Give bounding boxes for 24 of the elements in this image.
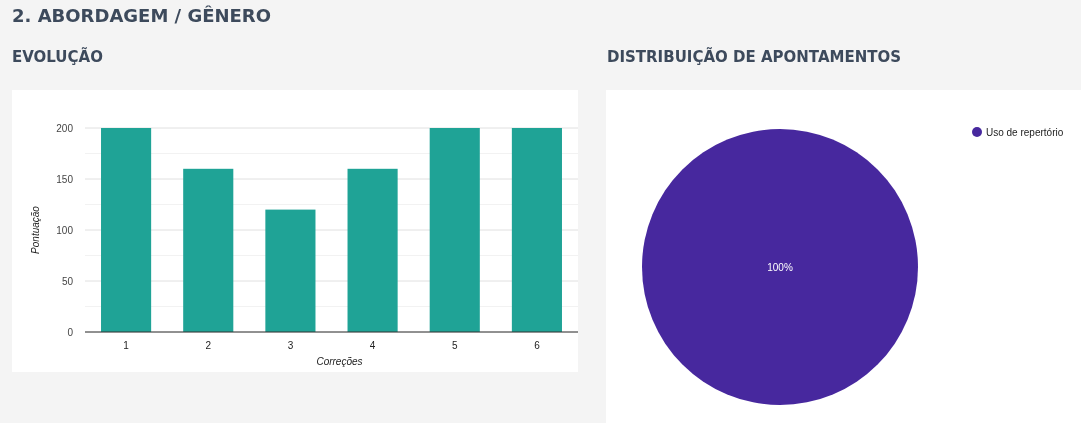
y-tick-label: 200 bbox=[56, 123, 74, 134]
bar bbox=[101, 128, 152, 332]
legend-label: Uso de repertório bbox=[986, 127, 1064, 138]
bar bbox=[265, 209, 316, 332]
y-tick-label: 150 bbox=[56, 174, 74, 185]
x-tick-label: 1 bbox=[123, 340, 130, 351]
data-label: 100% bbox=[767, 262, 793, 273]
x-tick-label: 4 bbox=[369, 340, 376, 351]
bar bbox=[347, 168, 398, 332]
chart-title: DISTRIBUIÇÃO DE APONTAMENTOS bbox=[607, 47, 902, 66]
bar bbox=[183, 168, 234, 332]
text: 2. ABORDAGEM / GÊNERO bbox=[12, 5, 271, 26]
x-tick-label: 3 bbox=[287, 340, 294, 351]
y-tick-label: 50 bbox=[61, 276, 74, 287]
x-tick-label: 6 bbox=[534, 340, 541, 351]
y-tick-label: 0 bbox=[67, 327, 74, 338]
x-axis-title: Correções bbox=[316, 356, 363, 367]
x-tick-label: 2 bbox=[205, 340, 212, 351]
y-tick-label: 100 bbox=[56, 225, 74, 236]
y-axis-title: Pontuação bbox=[30, 205, 41, 254]
x-tick-label: 5 bbox=[451, 340, 458, 351]
chart-title: EVOLUÇÃO bbox=[12, 47, 103, 66]
bar bbox=[511, 128, 562, 332]
bar bbox=[429, 128, 480, 332]
